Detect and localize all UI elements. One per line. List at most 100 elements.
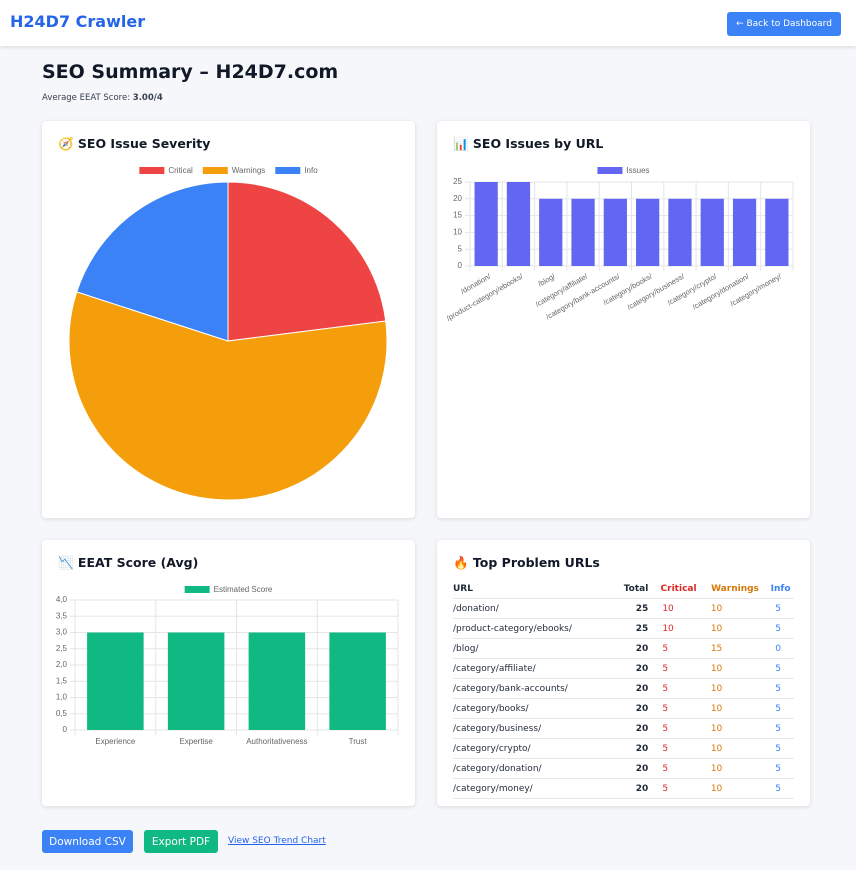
table-cell: 5: [767, 778, 794, 799]
table-cell: 20: [613, 638, 655, 659]
table-cell: 10: [702, 678, 768, 699]
export-button[interactable]: Export PDF: [144, 830, 218, 853]
eeat-value: 3.00/4: [132, 93, 163, 103]
bar: [539, 198, 563, 266]
table-cell: 5: [654, 698, 703, 719]
table-cell: /category/books/: [453, 698, 614, 719]
table-cell: 20: [613, 698, 655, 719]
table-cell: 20: [613, 738, 655, 759]
chart: Issues0510152025/donation//product-categ…: [445, 166, 794, 323]
table-cell: 5: [767, 698, 794, 719]
y-tick-label: 3,5: [56, 611, 68, 620]
card-title: 🔥 Top Problem URLs: [453, 555, 600, 570]
table-cell: /category/bank-accounts/: [453, 678, 614, 699]
y-tick-label: 5: [458, 244, 463, 253]
bar: [636, 198, 660, 266]
table-card: 🔥 Top Problem URLs URL Total Critical Warni…: [437, 540, 810, 806]
table-cell: 5: [767, 658, 794, 679]
table-cell: 5: [654, 738, 703, 759]
pie-slice: [227, 181, 387, 342]
table-cell: 10: [702, 738, 768, 759]
y-tick-label: 4,0: [56, 595, 68, 604]
bar: [167, 632, 225, 730]
card-title: 🧭 SEO Issue Severity: [58, 136, 211, 151]
y-tick-label: 25: [453, 177, 462, 186]
bar: [506, 182, 531, 266]
table-cell: 5: [654, 758, 703, 779]
y-tick-label: 2,5: [56, 644, 68, 653]
bar: [668, 198, 692, 266]
table-cell: 20: [613, 778, 655, 799]
column-header: Info: [767, 580, 794, 599]
table-cell: /blog/: [453, 638, 614, 659]
bar: [765, 198, 789, 266]
back-button[interactable]: ← Back to Dashboard: [727, 12, 841, 36]
table-cell: /category/affiliate/: [453, 658, 614, 679]
bar: [474, 182, 498, 266]
y-tick-label: 2,0: [56, 660, 68, 669]
legend-swatch: [275, 167, 301, 174]
legend-label: Critical: [168, 166, 193, 175]
y-tick-label: 15: [453, 211, 462, 220]
x-tick-label: Trust: [349, 737, 368, 746]
x-tick-label: /category/donation/: [691, 271, 752, 311]
x-tick-label: /blog/: [536, 271, 557, 288]
table-cell: 5: [767, 718, 794, 739]
table-cell: 10: [702, 658, 768, 679]
bar: [248, 632, 306, 730]
bar: [700, 198, 724, 266]
table-cell: 20: [613, 718, 655, 739]
bar: [329, 632, 386, 730]
table-cell: 5: [767, 738, 794, 759]
table-cell: 5: [654, 778, 703, 799]
table-cell: 10: [654, 618, 703, 639]
top-bar: H24D7 Crawler ← Back to Dashboard: [0, 0, 856, 46]
card-title: 📊 SEO Issues by URL: [453, 136, 604, 151]
chart-card: 📉 EEAT Score (Avg) Estimated Score 0 0,5 1,…: [42, 540, 415, 806]
table-row: /category/books/20 5 10 5: [453, 698, 794, 719]
table-cell: 10: [702, 778, 768, 799]
legend-label: Info: [304, 166, 318, 175]
brand[interactable]: H24D7 Crawler: [10, 12, 146, 31]
legend-swatch: [184, 586, 210, 593]
legend-label: Warnings: [232, 166, 266, 175]
y-tick-label: 1,5: [56, 676, 68, 685]
x-tick-label: Experience: [95, 737, 136, 746]
table-cell: 20: [613, 658, 655, 679]
table-cell: /category/money/: [453, 778, 614, 799]
table-cell: /donation/: [453, 598, 614, 619]
table-row: /category/crypto/20 5 10 5: [453, 738, 794, 759]
bar: [87, 632, 144, 730]
table-cell: 10: [702, 598, 768, 619]
table-cell: 20: [613, 678, 655, 699]
table-cell: 5: [654, 678, 703, 699]
y-tick-label: 0,5: [56, 709, 68, 718]
legend-label: Issues: [626, 166, 649, 175]
table-row: /donation/25 10 10 5: [453, 598, 794, 619]
eeat-summary: Average EEAT Score: 3.00/4: [42, 93, 163, 103]
table-cell: 10: [654, 598, 703, 619]
table-row: /product-category/ebooks/25 10 10 5: [453, 618, 794, 639]
table-cell: /category/donation/: [453, 758, 614, 779]
y-tick-label: 0: [63, 725, 68, 734]
trend-link[interactable]: View SEO Trend Chart: [228, 836, 326, 846]
table-cell: 5: [654, 638, 703, 659]
page-title: SEO Summary – H24D7.com: [42, 61, 339, 83]
legend-swatch: [139, 167, 165, 174]
legend-label: Estimated Score: [214, 585, 273, 594]
chart: Estimated Score 0 0,5 1,0 1,5 2,0 2,5 3,0 3,5 4,0…: [56, 585, 399, 746]
pie-slice: [76, 181, 229, 342]
y-tick-label: 1,0: [56, 693, 68, 702]
card-title: 📉 EEAT Score (Avg): [58, 555, 199, 570]
download-button[interactable]: Download CSV: [42, 830, 133, 853]
table-cell: 25: [613, 598, 655, 619]
table-cell: 5: [767, 678, 794, 699]
pie-slice: [68, 291, 388, 501]
table-cell: 10: [702, 618, 768, 639]
legend-swatch: [202, 167, 228, 174]
table-cell: 25: [613, 618, 655, 639]
column-header: Total: [613, 580, 655, 599]
y-tick-label: 3,0: [56, 628, 68, 637]
y-tick-label: 10: [453, 228, 462, 237]
